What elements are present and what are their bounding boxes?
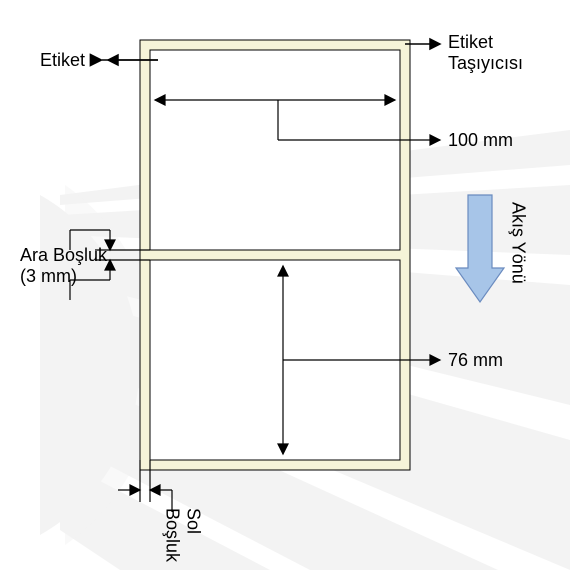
flow-arrow	[456, 195, 504, 302]
label-top-rect	[150, 50, 400, 250]
flow-label: Akış Yönü	[508, 202, 529, 284]
height-label: 76 mm	[448, 350, 503, 371]
gap-label: Ara Boşluk(3 mm)	[20, 245, 107, 286]
etiket-label: Etiket	[40, 50, 85, 71]
width-label: 100 mm	[448, 130, 513, 151]
diagram-stage: Etiket EtiketTaşıyıcısı 100 mm 76 mm Ara…	[0, 0, 570, 570]
left-margin-label: SolBoşluk	[162, 508, 203, 562]
carrier-label: EtiketTaşıyıcısı	[448, 32, 523, 73]
